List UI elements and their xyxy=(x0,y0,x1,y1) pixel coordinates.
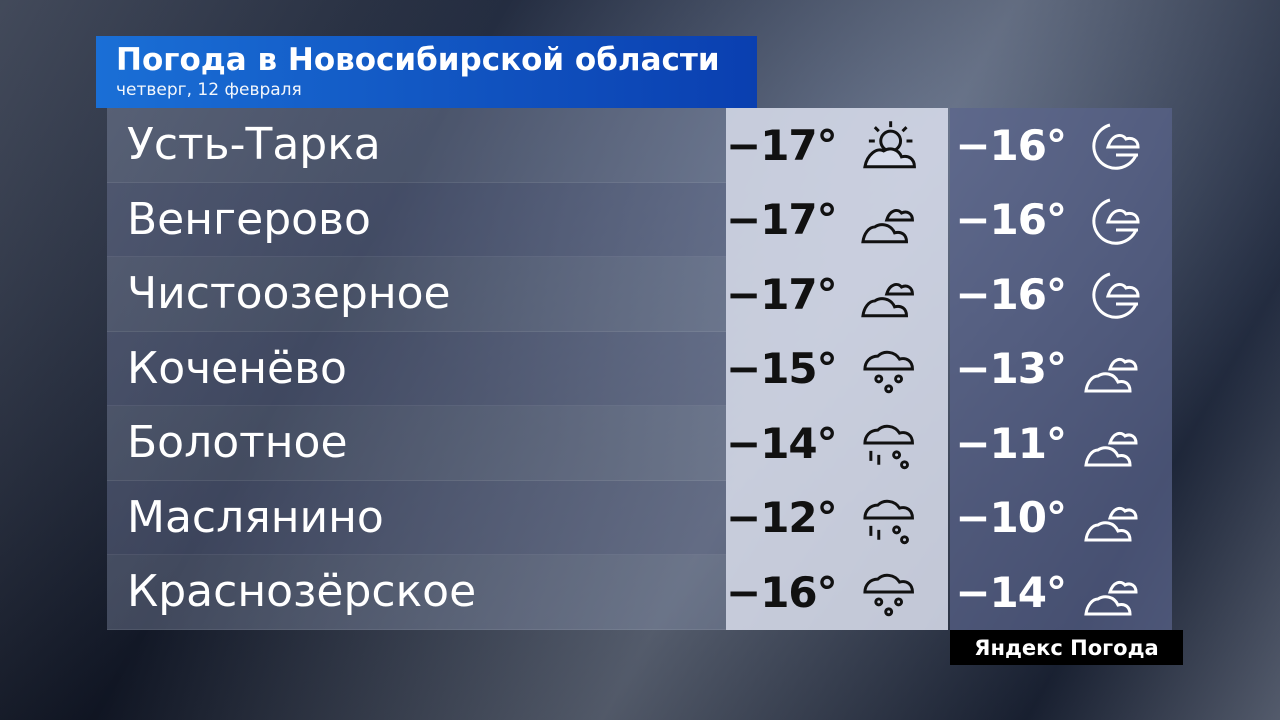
date-subtitle: четверг, 12 февраля xyxy=(116,80,302,100)
cloudy-icon xyxy=(1084,432,1138,467)
day-forecast: −15° xyxy=(726,331,948,406)
night-temperature: −13° xyxy=(955,344,1067,394)
city-name: Усть-Тарка xyxy=(107,108,726,183)
forecast-table: Усть-Тарка −17° −16° Венгерово −17° −16° Ч… xyxy=(107,108,1183,630)
table-row: Болотное −14° −11° xyxy=(107,406,1183,481)
city-name: Чистоозерное xyxy=(107,257,726,332)
night-temperature: −16° xyxy=(955,195,1067,245)
cloudy-icon xyxy=(1084,506,1138,542)
night-forecast: −11° xyxy=(950,406,1172,481)
table-row: Маслянино −12° −10° xyxy=(107,480,1183,555)
moon-cloud-icon xyxy=(1092,123,1140,170)
day-temperature: −17° xyxy=(726,195,838,245)
cloudy-icon xyxy=(860,208,914,244)
day-forecast: −17° xyxy=(726,257,948,332)
yandex-weather-logo: Яндекс Погода xyxy=(950,630,1183,665)
night-temperature: −11° xyxy=(955,418,1067,468)
city-name: Маслянино xyxy=(107,480,726,555)
sleet-icon xyxy=(863,425,914,470)
day-temperature: −14° xyxy=(726,418,838,468)
table-row: Усть-Тарка −17° −16° xyxy=(107,108,1183,183)
city-name: Краснозёрское xyxy=(107,555,726,630)
day-temperature: −17° xyxy=(726,120,838,170)
day-forecast: −12° xyxy=(726,480,948,555)
day-temperature: −16° xyxy=(726,567,838,617)
day-forecast: −16° xyxy=(726,555,948,630)
page-title: Погода в Новосибирской области xyxy=(116,42,720,78)
table-row: Венгерово −17° −16° xyxy=(107,182,1183,257)
city-name: Коченёво xyxy=(107,331,726,406)
snow-icon xyxy=(863,350,914,394)
day-temperature: −17° xyxy=(726,269,838,319)
night-forecast: −16° xyxy=(950,257,1172,332)
sun-cloud-icon xyxy=(862,121,916,169)
day-temperature: −15° xyxy=(726,344,838,394)
sleet-icon xyxy=(863,499,914,544)
snow-icon xyxy=(863,574,914,617)
day-forecast: −14° xyxy=(726,406,948,481)
night-forecast: −16° xyxy=(950,182,1172,257)
day-temperature: −12° xyxy=(726,493,838,543)
cloudy-icon xyxy=(1084,581,1138,616)
night-temperature: −14° xyxy=(955,567,1067,617)
night-temperature: −16° xyxy=(955,120,1067,170)
city-name: Венгерово xyxy=(107,182,726,257)
city-name: Болотное xyxy=(107,406,726,481)
night-forecast: −16° xyxy=(950,108,1172,183)
moon-cloud-icon xyxy=(1092,272,1140,319)
night-temperature: −10° xyxy=(955,493,1067,543)
cloudy-icon xyxy=(1084,357,1138,393)
night-forecast: −14° xyxy=(950,555,1172,630)
moon-cloud-icon xyxy=(1092,198,1140,245)
day-forecast: −17° xyxy=(726,182,948,257)
night-temperature: −16° xyxy=(955,269,1067,319)
day-forecast: −17° xyxy=(726,108,948,183)
table-row: Коченёво −15° −13° xyxy=(107,331,1183,406)
table-row: Краснозёрское −16° −14° xyxy=(107,555,1183,630)
header-banner: Погода в Новосибирской области четверг, … xyxy=(96,36,757,108)
night-forecast: −10° xyxy=(950,480,1172,555)
table-row: Чистоозерное −17° −16° xyxy=(107,257,1183,332)
night-forecast: −13° xyxy=(950,331,1172,406)
cloudy-icon xyxy=(860,283,914,318)
